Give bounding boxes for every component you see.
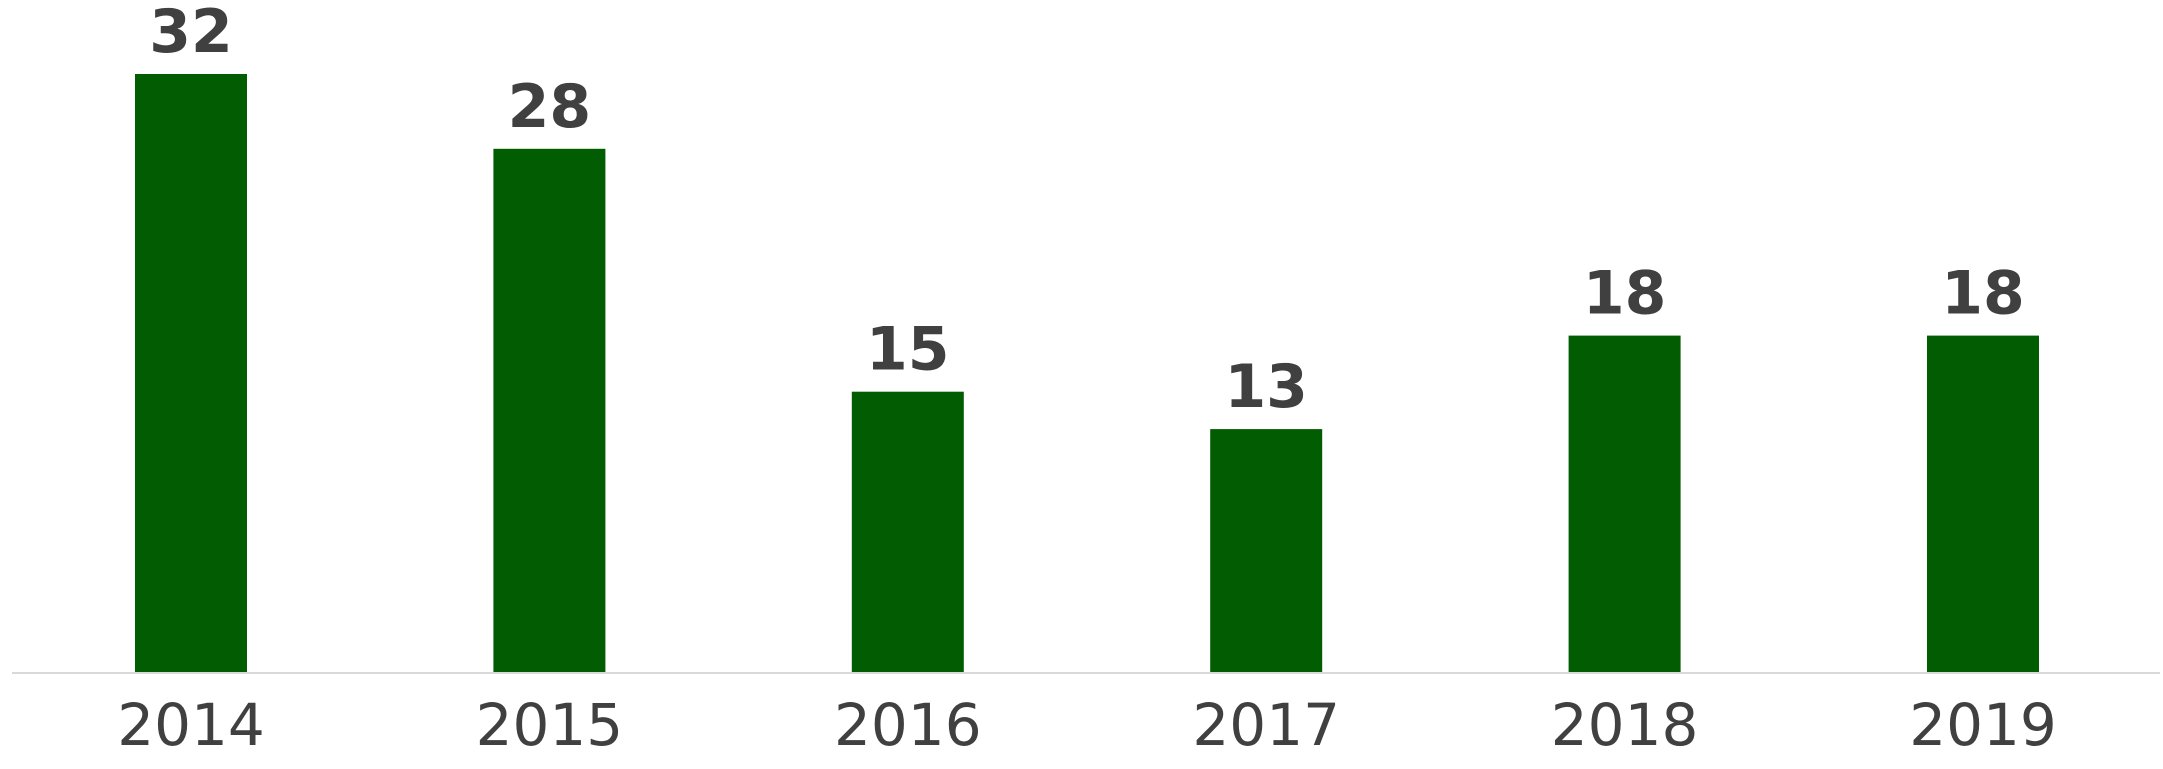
bars-group xyxy=(135,74,2039,673)
bar-2016 xyxy=(851,391,964,672)
data-label-2014: 32 xyxy=(149,0,233,67)
bar-2014 xyxy=(135,74,247,672)
bar-2015 xyxy=(493,148,606,673)
x-tick-label-2016: 2016 xyxy=(834,691,982,759)
data-label-2017: 13 xyxy=(1224,352,1308,422)
x-tick-label-2015: 2015 xyxy=(476,691,624,759)
data-label-2018: 18 xyxy=(1583,259,1667,329)
x-tick-labels-group: 2014 2015 2016 2017 2018 2019 xyxy=(117,691,2057,759)
data-label-2016: 15 xyxy=(866,315,950,385)
data-label-2015: 28 xyxy=(508,72,592,142)
bar-2019 xyxy=(1927,335,2039,672)
bar-2018 xyxy=(1568,335,1681,672)
x-tick-label-2018: 2018 xyxy=(1551,691,1699,759)
bar-2017 xyxy=(1210,429,1323,672)
x-tick-label-2019: 2019 xyxy=(1909,691,2057,759)
value-labels-group: 32 28 15 13 18 18 xyxy=(149,0,2025,422)
data-label-2019: 18 xyxy=(1941,259,2025,329)
x-tick-label-2014: 2014 xyxy=(117,691,265,759)
x-tick-label-2017: 2017 xyxy=(1192,691,1340,759)
